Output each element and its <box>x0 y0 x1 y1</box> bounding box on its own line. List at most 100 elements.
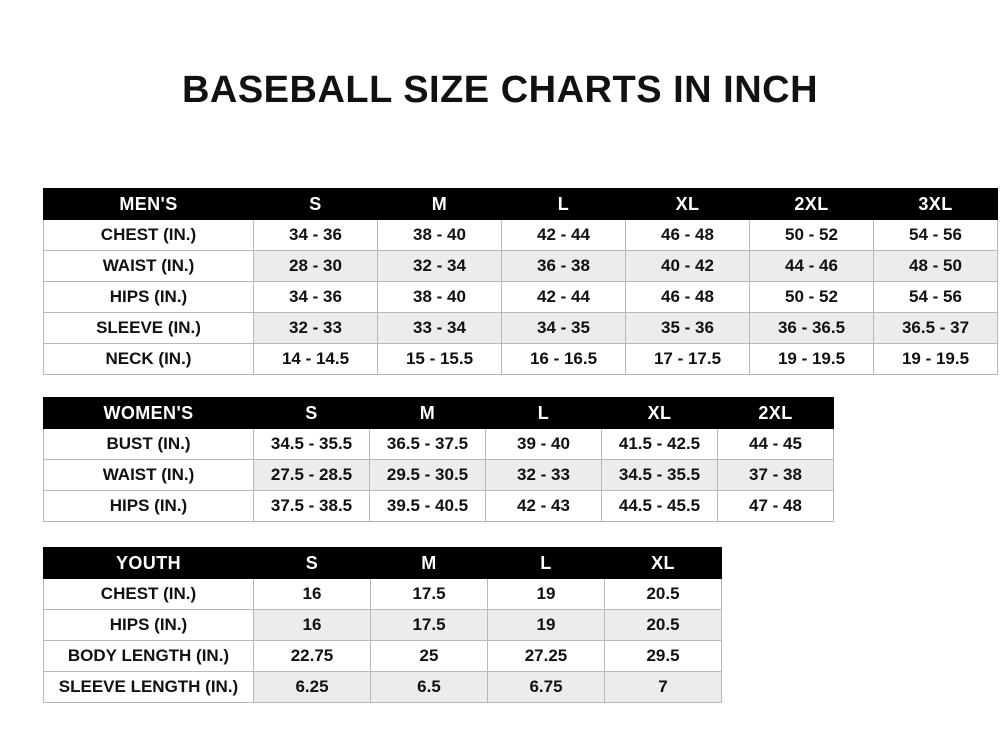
table-row: CHEST (IN.) 16 17.5 19 20.5 <box>43 578 722 610</box>
mens-table-body: CHEST (IN.) 34 - 36 38 - 40 42 - 44 46 -… <box>43 219 998 375</box>
row-label: HIPS (IN.) <box>43 609 254 641</box>
table-cell: 32 - 33 <box>253 312 378 344</box>
row-label: WAIST (IN.) <box>43 459 254 491</box>
table-cell: 40 - 42 <box>625 250 750 282</box>
table-cell: 34.5 - 35.5 <box>601 459 718 491</box>
mens-size-header-l: L <box>501 188 626 220</box>
table-cell: 22.75 <box>253 640 371 672</box>
table-row: HIPS (IN.) 34 - 36 38 - 40 42 - 44 46 - … <box>43 281 998 313</box>
row-label: WAIST (IN.) <box>43 250 254 282</box>
table-cell: 42 - 44 <box>501 281 626 313</box>
table-cell: 20.5 <box>604 609 722 641</box>
womens-size-header-m: M <box>369 397 486 429</box>
youth-size-header-xl: XL <box>604 547 722 579</box>
row-label: SLEEVE (IN.) <box>43 312 254 344</box>
table-cell: 32 - 34 <box>377 250 502 282</box>
table-cell: 44 - 45 <box>717 428 834 460</box>
table-cell: 19 <box>487 578 605 610</box>
table-cell: 34.5 - 35.5 <box>253 428 370 460</box>
womens-size-header-l: L <box>485 397 602 429</box>
mens-size-header-xl: XL <box>625 188 750 220</box>
youth-size-table: YOUTH S M L XL CHEST (IN.) 16 17.5 19 20… <box>43 547 722 703</box>
row-label: BUST (IN.) <box>43 428 254 460</box>
table-row: WAIST (IN.) 27.5 - 28.5 29.5 - 30.5 32 -… <box>43 459 834 491</box>
womens-category-header: WOMEN'S <box>43 397 254 429</box>
table-cell: 6.5 <box>370 671 488 703</box>
table-cell: 14 - 14.5 <box>253 343 378 375</box>
table-cell: 54 - 56 <box>873 219 998 251</box>
youth-size-header-s: S <box>253 547 371 579</box>
table-cell: 50 - 52 <box>749 219 874 251</box>
table-row: HIPS (IN.) 16 17.5 19 20.5 <box>43 609 722 641</box>
table-cell: 35 - 36 <box>625 312 750 344</box>
table-header-row: MEN'S S M L XL 2XL 3XL <box>43 188 998 220</box>
row-label: HIPS (IN.) <box>43 490 254 522</box>
table-cell: 44.5 - 45.5 <box>601 490 718 522</box>
table-cell: 38 - 40 <box>377 219 502 251</box>
table-row: BODY LENGTH (IN.) 22.75 25 27.25 29.5 <box>43 640 722 672</box>
youth-table-header: YOUTH S M L XL <box>43 547 722 579</box>
womens-size-table: WOMEN'S S M L XL 2XL BUST (IN.) 34.5 - 3… <box>43 397 834 522</box>
table-header-row: YOUTH S M L XL <box>43 547 722 579</box>
table-cell: 38 - 40 <box>377 281 502 313</box>
mens-size-header-3xl: 3XL <box>873 188 998 220</box>
table-cell: 42 - 44 <box>501 219 626 251</box>
row-label: BODY LENGTH (IN.) <box>43 640 254 672</box>
table-row: NECK (IN.) 14 - 14.5 15 - 15.5 16 - 16.5… <box>43 343 998 375</box>
table-cell: 19 - 19.5 <box>873 343 998 375</box>
mens-category-header: MEN'S <box>43 188 254 220</box>
table-row: SLEEVE LENGTH (IN.) 6.25 6.5 6.75 7 <box>43 671 722 703</box>
table-cell: 44 - 46 <box>749 250 874 282</box>
table-cell: 16 <box>253 578 371 610</box>
table-cell: 27.5 - 28.5 <box>253 459 370 491</box>
table-row: WAIST (IN.) 28 - 30 32 - 34 36 - 38 40 -… <box>43 250 998 282</box>
womens-size-header-xl: XL <box>601 397 718 429</box>
youth-size-header-l: L <box>487 547 605 579</box>
table-cell: 27.25 <box>487 640 605 672</box>
womens-table-header: WOMEN'S S M L XL 2XL <box>43 397 834 429</box>
mens-size-table: MEN'S S M L XL 2XL 3XL CHEST (IN.) 34 - … <box>43 188 998 375</box>
mens-table-header: MEN'S S M L XL 2XL 3XL <box>43 188 998 220</box>
table-cell: 16 <box>253 609 371 641</box>
womens-table-body: BUST (IN.) 34.5 - 35.5 36.5 - 37.5 39 - … <box>43 428 834 522</box>
mens-size-header-m: M <box>377 188 502 220</box>
table-cell: 37 - 38 <box>717 459 834 491</box>
table-row: BUST (IN.) 34.5 - 35.5 36.5 - 37.5 39 - … <box>43 428 834 460</box>
table-cell: 36.5 - 37 <box>873 312 998 344</box>
table-cell: 15 - 15.5 <box>377 343 502 375</box>
row-label: HIPS (IN.) <box>43 281 254 313</box>
table-cell: 19 <box>487 609 605 641</box>
table-cell: 50 - 52 <box>749 281 874 313</box>
row-label: NECK (IN.) <box>43 343 254 375</box>
row-label: SLEEVE LENGTH (IN.) <box>43 671 254 703</box>
table-cell: 54 - 56 <box>873 281 998 313</box>
table-cell: 42 - 43 <box>485 490 602 522</box>
womens-size-header-s: S <box>253 397 370 429</box>
table-cell: 16 - 16.5 <box>501 343 626 375</box>
table-cell: 41.5 - 42.5 <box>601 428 718 460</box>
table-cell: 36.5 - 37.5 <box>369 428 486 460</box>
table-cell: 28 - 30 <box>253 250 378 282</box>
table-cell: 36 - 38 <box>501 250 626 282</box>
table-cell: 6.75 <box>487 671 605 703</box>
table-cell: 34 - 36 <box>253 219 378 251</box>
table-cell: 34 - 35 <box>501 312 626 344</box>
table-cell: 6.25 <box>253 671 371 703</box>
table-cell: 37.5 - 38.5 <box>253 490 370 522</box>
table-cell: 17 - 17.5 <box>625 343 750 375</box>
table-cell: 17.5 <box>370 578 488 610</box>
table-cell: 25 <box>370 640 488 672</box>
table-row: SLEEVE (IN.) 32 - 33 33 - 34 34 - 35 35 … <box>43 312 998 344</box>
table-header-row: WOMEN'S S M L XL 2XL <box>43 397 834 429</box>
table-row: HIPS (IN.) 37.5 - 38.5 39.5 - 40.5 42 - … <box>43 490 834 522</box>
table-cell: 33 - 34 <box>377 312 502 344</box>
table-cell: 29.5 - 30.5 <box>369 459 486 491</box>
row-label: CHEST (IN.) <box>43 219 254 251</box>
table-cell: 47 - 48 <box>717 490 834 522</box>
table-cell: 34 - 36 <box>253 281 378 313</box>
table-cell: 29.5 <box>604 640 722 672</box>
youth-size-header-m: M <box>370 547 488 579</box>
womens-size-header-2xl: 2XL <box>717 397 834 429</box>
mens-size-header-s: S <box>253 188 378 220</box>
